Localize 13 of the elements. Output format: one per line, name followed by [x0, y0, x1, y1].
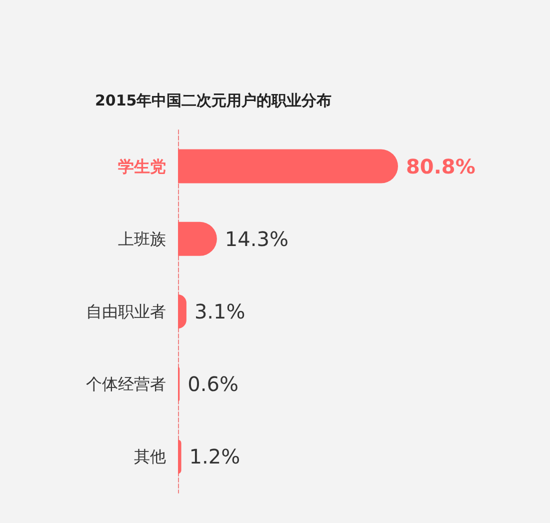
data-label: 1.2% — [189, 444, 240, 469]
bar — [178, 149, 398, 184]
y-tick-label: 自由职业者 — [86, 302, 166, 321]
chart-title: 2015年中国二次元用户的职业分布 — [95, 92, 332, 110]
y-tick-label: 学生党 — [118, 156, 166, 176]
data-label: 3.1% — [194, 300, 246, 324]
data-label: 80.8% — [406, 154, 476, 178]
y-tick-label: 其他 — [134, 447, 166, 466]
y-tick-label: 上班族 — [118, 229, 166, 248]
y-tick-label: 个体经营者 — [86, 374, 166, 394]
data-label: 14.3% — [224, 226, 288, 251]
bar — [178, 440, 182, 474]
data-label: 0.6% — [188, 372, 238, 396]
